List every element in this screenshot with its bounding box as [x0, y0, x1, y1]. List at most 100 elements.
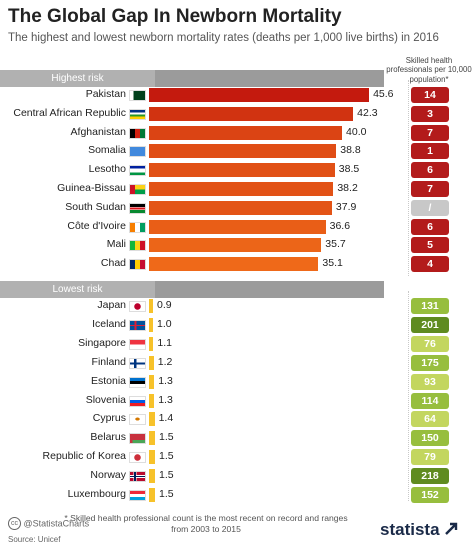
- value-label-lesotho: 38.5: [338, 163, 360, 176]
- country-label-japan: Japan: [97, 299, 126, 311]
- country-label-cyprus: Cyprus: [92, 412, 126, 425]
- country-label-somalia: Somalia: [88, 144, 126, 157]
- skilled-badge-singapore: 76: [411, 335, 449, 352]
- flag-c-te-d-ivoire-icon: [129, 221, 146, 233]
- skilled-badge-guinea-bissau: 7: [411, 181, 449, 197]
- statista-logo-icon: [445, 522, 458, 535]
- country-label-luxembourg: Luxembourg: [67, 488, 126, 500]
- bar-slovenia: [149, 393, 155, 408]
- flag-somalia-icon: [129, 146, 146, 158]
- flag-mali-icon: [129, 240, 146, 252]
- flag-iceland-icon: [129, 319, 146, 331]
- flag-republic-of-korea-icon: [129, 452, 146, 464]
- skilled-badge-iceland: 201: [411, 316, 449, 333]
- skilled-badge-japan: 131: [411, 298, 449, 314]
- value-label-somalia: 38.8: [340, 144, 361, 157]
- statista-logo: statista: [380, 520, 458, 540]
- bar-guinea-bissau: [149, 182, 334, 196]
- skilled-badge-mali: 5: [411, 237, 449, 254]
- value-label-norway: 1.5: [159, 469, 174, 482]
- country-label-slovenia: Slovenia: [85, 393, 126, 406]
- skilled-badge-chad: 4: [411, 256, 449, 273]
- skilled-badge-somalia: 1: [411, 143, 449, 160]
- skilled-badge-estonia: 93: [411, 373, 449, 390]
- bar-pakistan: [149, 88, 370, 102]
- value-label-singapore: 1.1: [157, 336, 172, 349]
- country-label-chad: Chad: [100, 257, 126, 270]
- value-label-mali: 35.7: [325, 238, 346, 251]
- country-label-mali: Mali: [106, 238, 126, 251]
- bar-south-sudan: [149, 200, 332, 215]
- value-label-belarus: 1.5: [159, 431, 174, 444]
- chart-title: The Global Gap In Newborn Mortality: [8, 6, 342, 27]
- flag-norway-icon: [129, 471, 146, 483]
- bar-somalia: [149, 144, 337, 159]
- value-label-finland: 1.2: [157, 355, 173, 368]
- bar-republic-of-korea: [149, 450, 155, 465]
- skilled-badge-finland: 175: [411, 354, 449, 371]
- flag-chad-icon: [129, 259, 146, 271]
- bar-chad: [149, 257, 319, 272]
- bar-japan: [149, 299, 153, 313]
- flag-luxembourg-icon: [129, 490, 146, 501]
- bar-norway: [149, 469, 155, 484]
- value-label-estonia: 1.3: [158, 374, 173, 387]
- bar-belarus: [149, 431, 155, 446]
- flag-japan-icon: [129, 301, 146, 312]
- skilled-column-divider: [408, 80, 409, 276]
- flag-slovenia-icon: [129, 395, 146, 407]
- flag-cyprus-icon: [129, 414, 146, 426]
- chart-subtitle: The highest and lowest newborn mortality…: [8, 32, 439, 44]
- flag-estonia-icon: [129, 376, 146, 388]
- skilled-badge-central-african-republic: 3: [411, 105, 449, 122]
- statista-logo-text: statista: [380, 520, 440, 539]
- bar-mali: [149, 238, 322, 253]
- value-label-afghanistan: 40.0: [346, 125, 367, 138]
- bar-estonia: [149, 374, 155, 389]
- bar-lesotho: [149, 163, 335, 178]
- value-label-japan: 0.9: [157, 299, 172, 311]
- bar-central-african-republic: [149, 106, 354, 121]
- credit-text: @StatistaCharts: [23, 518, 90, 529]
- skilled-badge-cyprus: 64: [411, 411, 449, 428]
- bar-singapore: [149, 336, 154, 351]
- value-label-iceland: 1.0: [157, 317, 172, 330]
- skilled-badge-c-te-d-ivoire: 6: [411, 218, 449, 235]
- section-highest-bar: Highest risk: [0, 70, 384, 87]
- value-label-chad: 35.1: [322, 257, 343, 270]
- footnote: * Skilled health professional count is t…: [64, 513, 348, 534]
- value-label-south-sudan: 37.9: [335, 200, 357, 213]
- source: Source: Unicef: [8, 535, 61, 544]
- value-label-slovenia: 1.3: [158, 393, 173, 406]
- country-label-c-te-d-ivoire: Côte d'Ivoire: [67, 219, 126, 232]
- country-label-norway: Norway: [90, 469, 126, 482]
- country-label-afghanistan: Afghanistan: [70, 125, 126, 138]
- skilled-badge-south-sudan: /: [411, 199, 449, 216]
- flag-lesotho-icon: [129, 165, 146, 177]
- flag-pakistan-icon: [129, 90, 146, 101]
- skilled-badge-belarus: 150: [411, 430, 449, 447]
- country-label-guinea-bissau: Guinea-Bissau: [57, 182, 126, 194]
- country-label-estonia: Estonia: [90, 374, 126, 387]
- skilled-column-divider: [408, 291, 409, 501]
- skilled-badge-republic-of-korea: 79: [411, 449, 449, 466]
- value-label-central-african-republic: 42.3: [357, 106, 378, 119]
- bar-cyprus: [149, 412, 155, 427]
- bar-afghanistan: [149, 125, 343, 140]
- bar-iceland: [149, 317, 153, 332]
- skilled-badge-afghanistan: 7: [411, 124, 449, 141]
- value-label-c-te-d-ivoire: 36.6: [329, 219, 351, 232]
- value-label-pakistan: 45.6: [373, 88, 394, 100]
- section-highest-label: Highest risk: [51, 73, 104, 84]
- country-label-iceland: Iceland: [92, 317, 126, 330]
- value-label-guinea-bissau: 38.2: [337, 182, 358, 194]
- value-label-luxembourg: 1.5: [159, 488, 174, 500]
- creative-commons-icon: cc: [8, 517, 21, 530]
- credit: cc @StatistaCharts: [8, 517, 89, 530]
- skilled-badge-norway: 218: [411, 468, 449, 485]
- flag-south-sudan-icon: [129, 202, 146, 214]
- flag-singapore-icon: [129, 338, 146, 350]
- value-label-cyprus: 1.4: [158, 412, 174, 425]
- bar-finland: [149, 355, 154, 370]
- country-label-singapore: Singapore: [78, 336, 126, 349]
